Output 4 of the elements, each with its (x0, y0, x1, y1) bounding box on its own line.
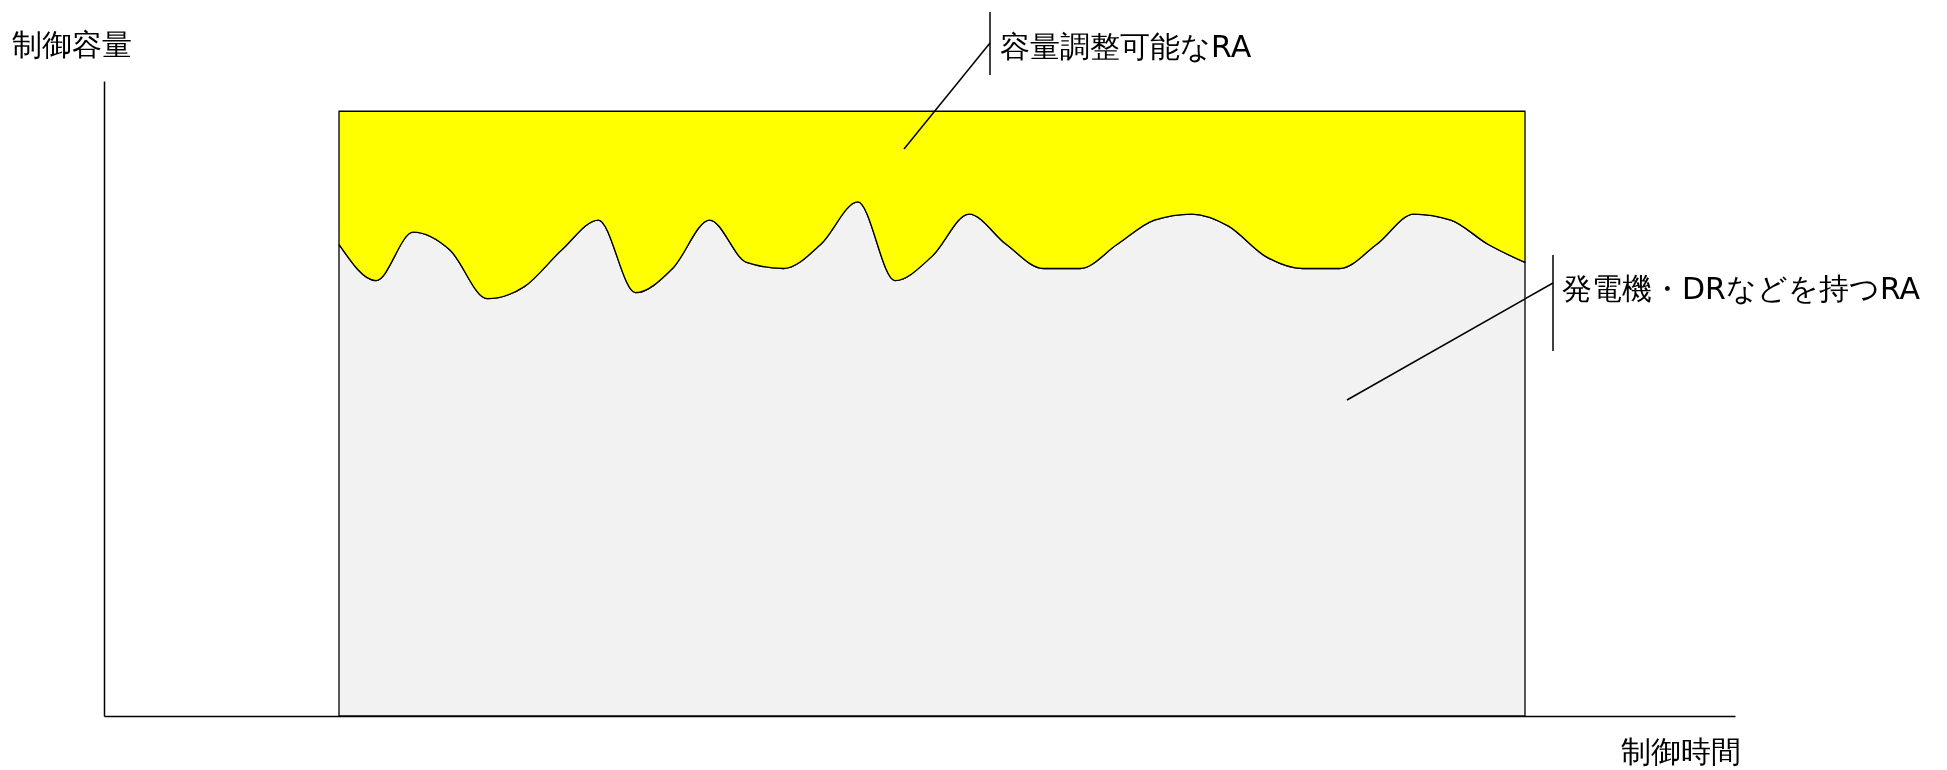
series-label: 発電機・DRなどを持つRA (1562, 271, 1921, 306)
legend-label: 容量調整可能なRA (1000, 29, 1252, 64)
x-axis-title: 制御時間 (1620, 733, 1741, 769)
text: 制御容量 (12, 27, 132, 62)
